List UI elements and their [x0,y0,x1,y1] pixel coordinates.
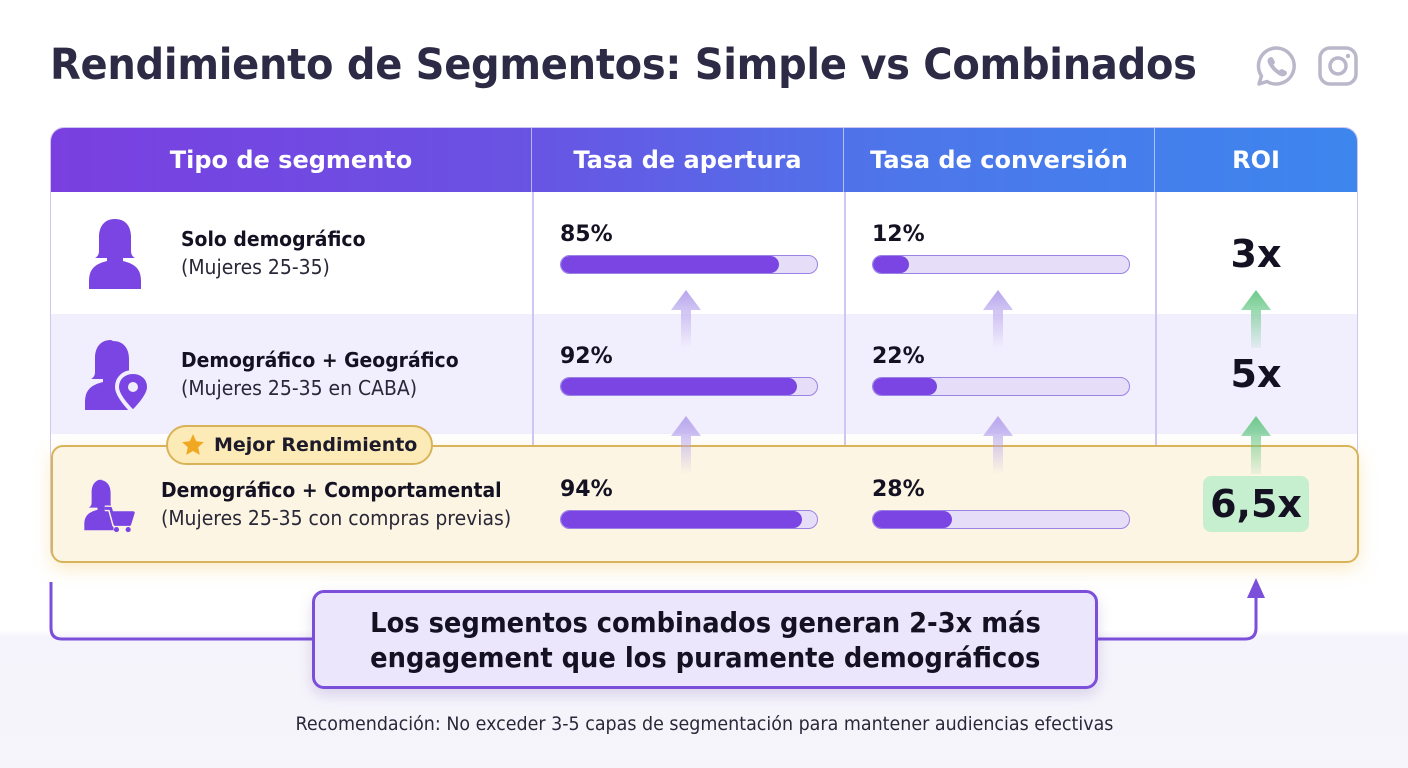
woman-cart-icon [84,479,136,533]
header-tasa-apertura: Tasa de apertura [532,128,844,192]
trend-up-arrow-icon [671,290,701,348]
trend-up-arrow-icon [671,416,701,474]
page-title: Rendimiento de Segmentos: Simple vs Comb… [50,40,1197,90]
conversion-metric: 12% [872,222,1130,274]
segment-description: (Mujeres 25-35 con compras previas) [161,506,512,530]
segment-description: (Mujeres 25-35 en CABA) [181,376,418,400]
conversion-bar [872,255,1130,274]
roi-value: 5x [1230,352,1282,396]
trend-up-arrow-icon [983,290,1013,348]
trend-up-arrow-icon [983,416,1013,474]
apertura-metric: 92% [560,344,818,396]
header-roi: ROI [1232,146,1280,174]
column-divider [1155,192,1157,562]
apertura-value: 94% [560,477,613,502]
social-icons [1254,44,1360,88]
roi-up-arrow-icon [1241,290,1271,348]
roi-value-highlight: 6,5x [1203,476,1309,532]
apertura-value: 92% [560,344,613,369]
conversion-metric: 22% [872,344,1130,396]
apertura-bar [560,377,818,396]
apertura-value: 85% [560,222,613,247]
segment-name: Demográfico + Comportamental [161,478,503,502]
segment-name: Solo demográfico [181,227,366,251]
conversion-bar [872,510,1130,529]
callout-line-1: Los segmentos combinados generan 2-3x má… [369,605,1041,639]
header-tasa-conversion: Tasa de conversión [844,128,1155,192]
apertura-bar [560,255,818,274]
apertura-bar [560,510,818,529]
roi-value: 3x [1230,232,1282,276]
insight-callout: Los segmentos combinados generan 2-3x má… [312,590,1098,689]
woman-location-icon [85,340,152,414]
best-performance-row: Demográfico + Comportamental (Mujeres 25… [51,445,1359,563]
callout-line-2: engagement que los puramente demográfico… [369,640,1041,674]
table-header: Tipo de segmento Tasa de apertura Tasa d… [51,128,1357,192]
column-divider [844,192,846,562]
roi-up-arrow-icon [1241,416,1271,474]
segment-cell: Demográfico + Comportamental (Mujeres 25… [53,447,534,561]
segment-name: Demográfico + Geográfico [181,348,459,372]
table-row: Solo demográfico (Mujeres 25-35) 85% 12%… [51,192,1357,314]
whatsapp-icon [1256,46,1296,86]
badge-label: Mejor Rendimiento [214,434,418,456]
apertura-metric: 94% [560,477,818,529]
table-row: Demográfico + Geográfico (Mujeres 25-35 … [51,314,1357,434]
recommendation-footnote: Recomendación: No exceder 3-5 capas de s… [0,713,1408,735]
segments-table: Tipo de segmento Tasa de apertura Tasa d… [50,127,1359,563]
apertura-metric: 85% [560,222,818,274]
segment-description: (Mujeres 25-35) [181,255,330,279]
woman-icon [89,219,141,289]
conversion-value: 22% [872,344,925,369]
instagram-icon [1318,46,1358,86]
star-icon [182,434,204,455]
segment-cell: Solo demográfico (Mujeres 25-35) [51,192,532,314]
footnote-text: Recomendación: No exceder 3-5 capas de s… [295,713,1113,735]
conversion-value: 12% [872,222,925,247]
segment-cell: Demográfico + Geográfico (Mujeres 25-35 … [51,314,532,434]
best-performance-badge: Mejor Rendimiento [166,425,434,465]
header-tipo-segmento: Tipo de segmento [51,128,532,192]
conversion-bar [872,377,1130,396]
column-divider [532,192,534,562]
conversion-value: 28% [872,477,925,502]
conversion-metric: 28% [872,477,1130,529]
